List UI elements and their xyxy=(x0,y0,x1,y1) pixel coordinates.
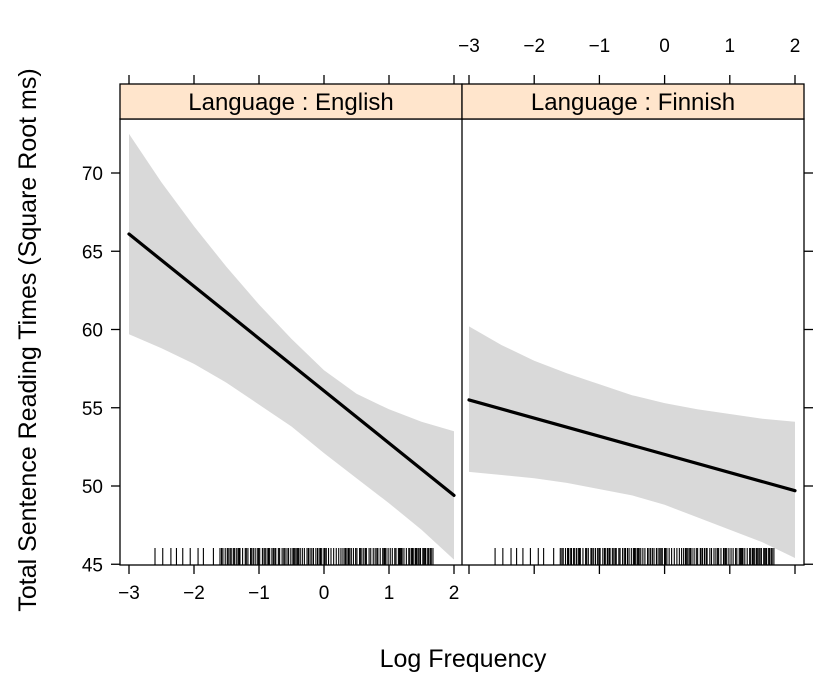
x-tick-label: −3 xyxy=(118,583,140,604)
rug-plots xyxy=(154,548,775,565)
strip-label: Language : English xyxy=(188,89,394,116)
x-tick-label: −2 xyxy=(523,36,545,57)
y-tick-label: 60 xyxy=(82,321,103,342)
x-tick-label: −1 xyxy=(248,583,270,604)
rug-english xyxy=(154,548,434,565)
y-axis-title: Total Sentence Reading Times (Square Roo… xyxy=(14,68,42,611)
x-tick-label: 0 xyxy=(659,36,670,57)
x-tick-label: 1 xyxy=(725,36,736,57)
x-tick-label: 2 xyxy=(449,583,460,604)
fit-line-finnish xyxy=(467,398,797,493)
y-tick-label: 50 xyxy=(82,477,103,498)
strip-finnish xyxy=(461,83,805,120)
axis-ticks: −3 −2 −1 0 1 2 −3 −2 −1 0 1 2 45 50 55 60 65 70 xyxy=(82,36,813,604)
x-tick-label: −3 xyxy=(458,36,480,57)
y-tick-label: 70 xyxy=(82,164,103,185)
y-tick-label: 65 xyxy=(82,242,103,263)
fit-line-english xyxy=(127,232,456,497)
y-tick-label: 55 xyxy=(82,399,103,420)
strip-headers: Language : English Language : Finnish xyxy=(119,83,805,120)
x-tick-label: −1 xyxy=(589,36,611,57)
x-tick-label: −2 xyxy=(183,583,205,604)
x-tick-label: 2 xyxy=(790,36,801,57)
strip-english xyxy=(119,83,463,120)
x-tick-label: 0 xyxy=(319,583,330,604)
y-tick-label: 45 xyxy=(82,555,103,576)
rug-finnish xyxy=(494,548,775,565)
fit-lines xyxy=(127,232,797,497)
strip-label: Language : Finnish xyxy=(531,89,735,116)
confidence-band-english xyxy=(129,133,454,560)
confidence-band-finnish xyxy=(469,326,795,558)
confidence-bands xyxy=(129,133,795,560)
x-axis-title: Log Frequency xyxy=(380,645,547,673)
x-tick-label: 1 xyxy=(384,583,395,604)
